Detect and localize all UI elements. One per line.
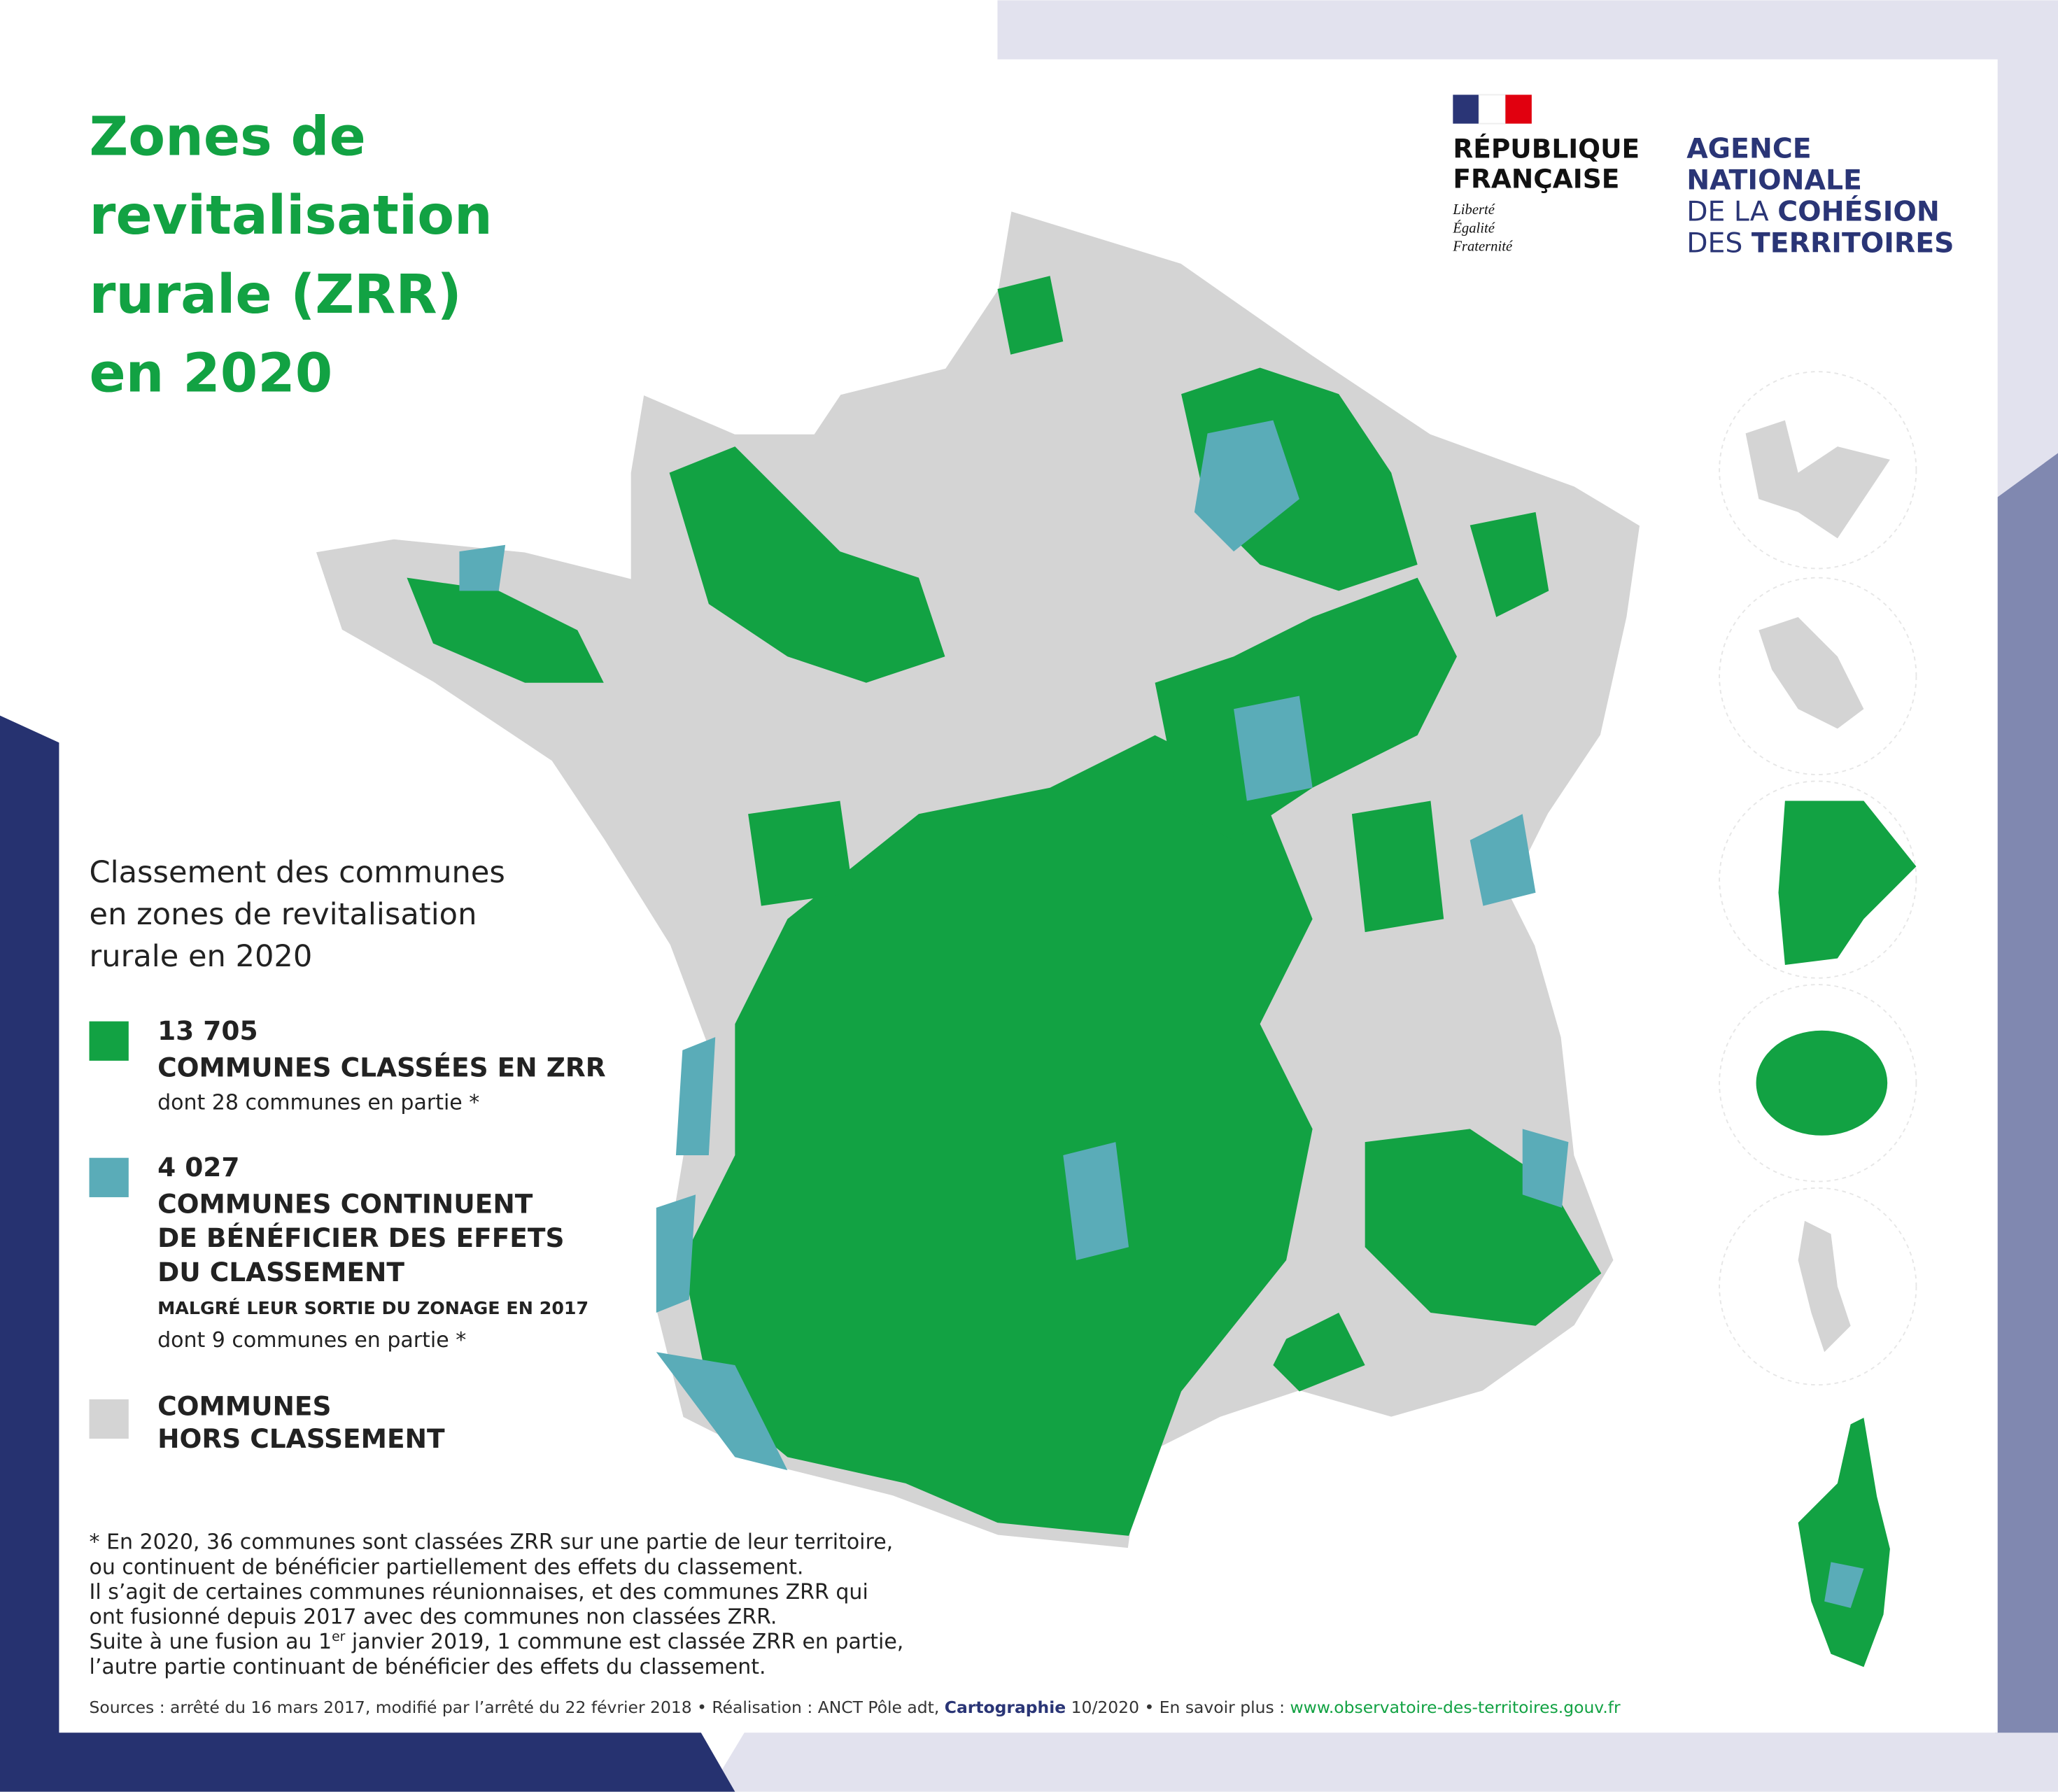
teal-massif bbox=[1063, 1142, 1129, 1260]
legend-swatch bbox=[89, 1021, 129, 1061]
motto: Fraternité bbox=[1452, 239, 1513, 255]
corsica bbox=[1798, 1418, 1890, 1667]
teal-landes bbox=[675, 1037, 716, 1155]
legend-title: en zones de revitalisation bbox=[90, 897, 477, 932]
inset-martinique-circle bbox=[1719, 577, 1917, 775]
teal-brittany bbox=[459, 544, 506, 591]
teal-jura bbox=[1470, 814, 1536, 906]
flag-blue bbox=[1453, 94, 1479, 124]
flag-white bbox=[1478, 94, 1507, 125]
legend-label: HORS CLASSEMENT bbox=[157, 1423, 445, 1454]
legend-label: DE BÉNÉFICIER DES EFFETS bbox=[157, 1222, 564, 1253]
legend-note: dont 9 communes en partie * bbox=[157, 1328, 466, 1353]
footnote-line: Il s’agit de certaines communes réunionn… bbox=[90, 1580, 868, 1604]
zrr-areas bbox=[407, 276, 1602, 1536]
zrr-northeast bbox=[1155, 577, 1457, 840]
footnote: * En 2020, 36 communes sont classées ZRR… bbox=[90, 1530, 904, 1679]
mainland-map bbox=[313, 209, 1890, 1667]
zrr-vosges bbox=[1470, 512, 1549, 617]
footnote-text: Suite à une fusion au 1 bbox=[90, 1630, 332, 1654]
zrr-normandy bbox=[669, 446, 945, 683]
bg-slate bbox=[1994, 453, 2058, 1733]
agency-text: TERRITOIRES bbox=[1752, 227, 1954, 259]
flag-red bbox=[1505, 94, 1532, 124]
legend-title: Classement des communes bbox=[90, 855, 505, 890]
superscript: er bbox=[332, 1630, 346, 1644]
teal-pyrenees bbox=[656, 1352, 788, 1471]
legend-label: COMMUNES CONTINUENT bbox=[157, 1188, 533, 1219]
sources: Sources : arrêté du 16 mars 2017, modifi… bbox=[90, 1698, 1621, 1717]
legend-swatch bbox=[89, 1399, 129, 1439]
title: Zones de revitalisation rurale (ZRR) en … bbox=[90, 106, 493, 405]
republique-text: FRANÇAISE bbox=[1453, 164, 1619, 195]
legend-sublabel: MALGRÉ LEUR SORTIE DU ZONAGE EN 2017 bbox=[157, 1297, 588, 1318]
corsica-teal bbox=[1824, 1562, 1864, 1609]
sources-text: Sources : arrêté du 16 mars 2017, modifi… bbox=[90, 1698, 945, 1717]
footnote-line: l’autre partie continuant de bénéficier … bbox=[90, 1655, 766, 1679]
legend-note: dont 28 communes en partie * bbox=[157, 1090, 479, 1115]
zrr-jura bbox=[1351, 800, 1444, 933]
inset-mayotte bbox=[1798, 1220, 1851, 1353]
agency-text: DE LA COHÉSION bbox=[1686, 195, 1940, 227]
teal-gironde bbox=[656, 1194, 696, 1313]
motto: Liberté bbox=[1452, 202, 1495, 218]
legend: Classement des communes en zones de revi… bbox=[89, 855, 606, 1454]
zrr-center bbox=[682, 735, 1313, 1536]
footnote-line: * En 2020, 36 communes sont classées ZRR… bbox=[90, 1530, 894, 1555]
former-zrr-areas bbox=[459, 420, 1569, 1471]
agency-text: COHÉSION bbox=[1777, 195, 1940, 227]
republique-logo: RÉPUBLIQUE FRANÇAISE Liberté Égalité Fra… bbox=[1452, 94, 1640, 255]
inset-guadeloupe-circle bbox=[1719, 371, 1917, 570]
inset-reunion bbox=[1756, 1030, 1888, 1136]
republique-text: RÉPUBLIQUE bbox=[1453, 133, 1640, 164]
footnote-line: ou continuent de bénéficier partiellemen… bbox=[90, 1555, 804, 1579]
title-line: Zones de bbox=[90, 106, 366, 169]
zrr-west bbox=[748, 800, 854, 906]
agency-text: DE LA bbox=[1686, 195, 1777, 227]
title-line: revitalisation bbox=[90, 185, 493, 247]
zrr-provence bbox=[1273, 1313, 1365, 1392]
zrr-north bbox=[997, 276, 1064, 355]
footnote-text: janvier 2019, 1 commune est classée ZRR … bbox=[345, 1630, 903, 1654]
legend-title: rurale en 2020 bbox=[90, 939, 313, 974]
legend-label: DU CLASSEMENT bbox=[157, 1257, 404, 1287]
inset-guadeloupe bbox=[1745, 420, 1890, 539]
legend-swatch bbox=[89, 1157, 129, 1197]
teal-alps bbox=[1522, 1129, 1569, 1208]
sources-text: 10/2020 • En savoir plus : bbox=[1066, 1698, 1290, 1717]
agency-text: NATIONALE bbox=[1686, 164, 1862, 196]
legend-count: 4 027 bbox=[157, 1152, 239, 1183]
agency-text: DES TERRITOIRES bbox=[1686, 227, 1954, 259]
zrr-brittany bbox=[407, 577, 604, 683]
motto: Égalité bbox=[1452, 220, 1495, 236]
legend-count: 13 705 bbox=[157, 1015, 258, 1046]
sources-text: Cartographie bbox=[945, 1698, 1066, 1717]
footnote-line: Suite à une fusion au 1er janvier 2019, … bbox=[90, 1630, 904, 1654]
legend-label: COMMUNES CLASSÉES EN ZRR bbox=[157, 1052, 606, 1082]
inset-guyane-circle bbox=[1719, 780, 1917, 979]
footnote-line: ont fusionné depuis 2017 avec des commun… bbox=[90, 1605, 777, 1630]
agency-logo: AGENCE NATIONALE DE LA COHÉSION DES TERR… bbox=[1686, 132, 1954, 259]
agency-text: DES bbox=[1686, 227, 1752, 259]
overseas-insets bbox=[1719, 371, 1917, 1386]
title-line: en 2020 bbox=[90, 342, 333, 404]
inset-mayotte-circle bbox=[1719, 1187, 1917, 1386]
teal-bourgogne bbox=[1234, 696, 1313, 801]
inset-martinique bbox=[1759, 616, 1864, 729]
sources-link[interactable]: www.observatoire-des-territoires.gouv.fr bbox=[1290, 1698, 1621, 1717]
inset-guyane bbox=[1778, 800, 1917, 965]
agency-text: AGENCE bbox=[1686, 132, 1811, 164]
title-line: rurale (ZRR) bbox=[90, 264, 462, 326]
legend-label: COMMUNES bbox=[157, 1390, 332, 1421]
teal-champagne bbox=[1194, 420, 1299, 552]
